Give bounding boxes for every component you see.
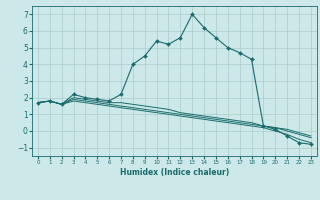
X-axis label: Humidex (Indice chaleur): Humidex (Indice chaleur): [120, 168, 229, 177]
